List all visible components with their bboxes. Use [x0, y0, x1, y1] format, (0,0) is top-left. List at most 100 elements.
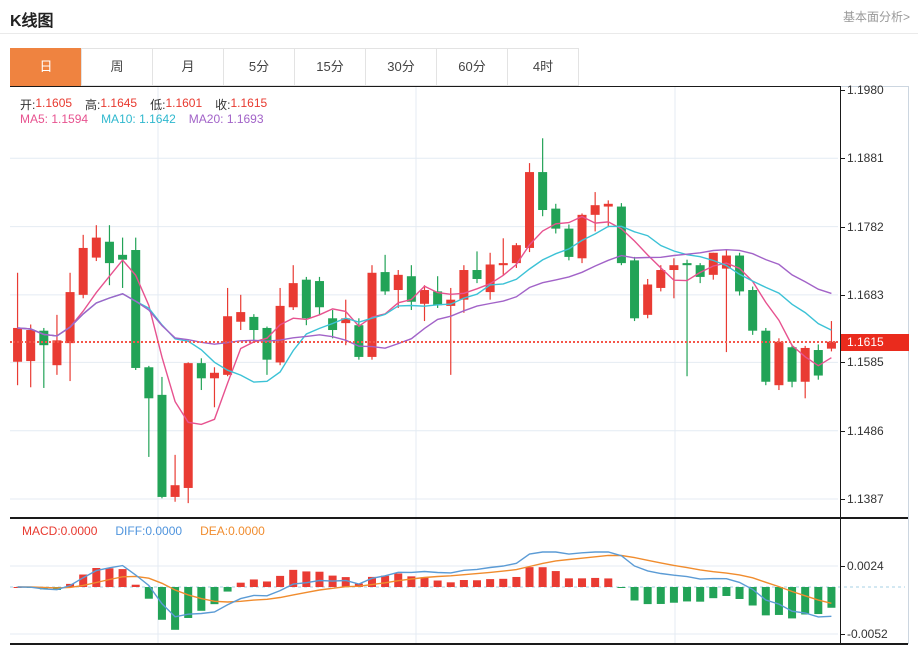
- candle-body: [656, 270, 666, 288]
- candle-body: [551, 208, 561, 229]
- candle-body: [78, 247, 88, 295]
- macd-bar: [276, 575, 285, 587]
- macd-bar: [92, 568, 101, 587]
- macd-bar: [774, 587, 783, 615]
- chart-frame-right: [908, 86, 909, 644]
- candle-body: [813, 350, 823, 376]
- candle-body: [183, 363, 193, 488]
- diff-label: DIFF:: [115, 524, 146, 538]
- candle-body: [104, 241, 114, 264]
- diff-value: 0.0000: [145, 524, 183, 538]
- candle-body: [446, 299, 456, 306]
- tab-week[interactable]: 周: [81, 48, 153, 86]
- axis-tick: [840, 362, 845, 364]
- candle-body: [380, 272, 390, 292]
- candle-body: [498, 263, 508, 266]
- low-value: 1.1601: [165, 96, 203, 110]
- candle-body: [800, 347, 810, 382]
- macd-bar: [709, 587, 718, 599]
- candle-body: [433, 291, 443, 306]
- macd-bar: [683, 587, 692, 602]
- tab-15min[interactable]: 15分: [294, 48, 366, 86]
- fundamental-analysis-link[interactable]: 基本面分析>: [842, 10, 910, 24]
- panel-separator: [10, 517, 908, 519]
- candle-body: [564, 228, 574, 257]
- open-label: 开:: [20, 98, 36, 112]
- current-price-line: [10, 340, 838, 343]
- macd-bar: [236, 582, 245, 587]
- header-divider: [0, 33, 918, 34]
- page-title: K线图: [10, 13, 54, 30]
- macd-bar: [341, 577, 350, 587]
- ma20-label: MA20:: [188, 112, 224, 126]
- macd-bar: [827, 587, 836, 608]
- macd-bar: [131, 584, 140, 587]
- macd-bar: [578, 578, 587, 587]
- ma10-label: MA10:: [101, 112, 136, 126]
- ma5-value: 1.1594: [51, 112, 89, 126]
- price-axis-label: 1.1782: [840, 220, 884, 234]
- tab-30min[interactable]: 30分: [365, 48, 437, 86]
- candle-body: [65, 292, 75, 344]
- axis-tick: [840, 430, 845, 432]
- candle-body: [91, 237, 101, 258]
- axis-tick: [840, 566, 845, 567]
- tab-4hour[interactable]: 4时: [507, 48, 579, 86]
- candle-body: [262, 327, 272, 360]
- macd-bar: [748, 587, 757, 606]
- candle-body: [26, 330, 36, 362]
- tab-5min[interactable]: 5分: [223, 48, 295, 86]
- dea-value: 0.0000: [228, 524, 265, 538]
- macd-bar: [459, 580, 468, 587]
- high-value: 1.1645: [100, 96, 138, 110]
- period-tab-bar: 日 周 月 5分 15分 30分 60分 4时: [10, 48, 579, 86]
- candle-body: [682, 263, 692, 266]
- high-label: 高:: [85, 98, 101, 112]
- candle-body: [459, 270, 469, 300]
- macd-bar: [801, 587, 810, 615]
- candle-body: [485, 264, 495, 293]
- candle-body: [643, 284, 653, 315]
- candle-body: [393, 274, 403, 291]
- candle-body: [603, 203, 613, 207]
- candle-body: [209, 372, 219, 379]
- axis-tick: [840, 499, 845, 500]
- macd-bar: [617, 587, 626, 588]
- candle-body: [406, 276, 416, 302]
- ma20-line: [17, 248, 832, 349]
- axis-tick: [840, 634, 845, 635]
- axis-tick: [840, 294, 845, 296]
- macd-bar: [144, 587, 153, 599]
- macd-bar: [354, 583, 363, 587]
- macd-bar: [473, 580, 482, 587]
- tab-60min[interactable]: 60分: [436, 48, 508, 86]
- tab-day[interactable]: 日: [10, 48, 82, 86]
- candle-body: [13, 327, 23, 362]
- price-axis-label: 1.1387: [840, 493, 884, 506]
- axis-tick: [840, 226, 845, 228]
- candle-body: [630, 260, 640, 319]
- candle-body: [39, 330, 49, 346]
- ma5-label: MA5:: [20, 112, 49, 126]
- macd-bar: [761, 587, 770, 616]
- macd-bar: [486, 579, 495, 587]
- candle-body: [577, 214, 587, 259]
- macd-bar: [105, 568, 114, 587]
- macd-bar: [407, 576, 416, 587]
- axis-tick: [840, 90, 845, 91]
- candle-body: [196, 363, 206, 379]
- candle-body: [249, 316, 259, 331]
- macd-bar: [39, 587, 48, 590]
- macd-label: MACD:: [22, 524, 61, 538]
- candle-body: [695, 265, 705, 277]
- current-price-badge: 1.1615: [841, 333, 909, 351]
- price-axis-label: 1.1585: [840, 356, 884, 369]
- candle-body: [590, 205, 600, 215]
- macd-bar: [184, 587, 193, 618]
- tab-month[interactable]: 月: [152, 48, 224, 86]
- macd-bar: [171, 587, 180, 630]
- macd-bar: [118, 569, 127, 587]
- candle-body: [314, 281, 324, 308]
- macd-value: 0.0000: [60, 524, 98, 538]
- ma5-line: [17, 215, 832, 426]
